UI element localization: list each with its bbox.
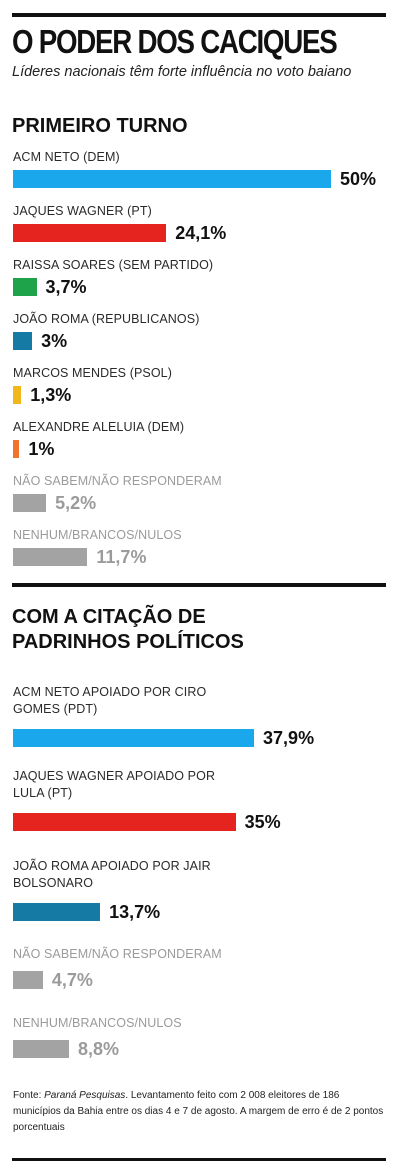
category-label: JOÃO ROMA (REPUBLICANOS): [13, 312, 200, 326]
section-divider: [12, 583, 386, 587]
value-label: 24,1%: [175, 223, 227, 243]
bar: [13, 548, 88, 566]
bar: [13, 971, 43, 989]
bar: [13, 440, 20, 458]
category-label: NENHUM/BRANCOS/NULOS: [13, 1016, 182, 1030]
infographic-title: O PODER DOS CACIQUES: [12, 23, 338, 60]
section-title-political-sponsors: COM A CITAÇÃO DE PADRINHOS POLÍTICOS: [12, 606, 244, 653]
value-label: 1,3%: [30, 385, 72, 405]
source-prefix: Fonte:: [13, 1090, 45, 1101]
infographic-subtitle: Líderes nacionais têm forte influência n…: [12, 64, 352, 80]
value-label: 1%: [28, 439, 55, 459]
category-label: ACM NETO (DEM): [13, 150, 120, 164]
bar: [13, 386, 22, 404]
category-label: RAISSA SOARES (SEM PARTIDO): [13, 258, 214, 272]
value-label: 8,8%: [77, 1039, 119, 1059]
category-label: NÃO SABEM/NÃO RESPONDERAM: [13, 947, 222, 961]
bar: [13, 813, 236, 831]
bar: [13, 170, 331, 188]
category-label: ALEXANDRE ALELUIA (DEM): [13, 420, 185, 434]
bar: [13, 494, 47, 512]
top-rule: [12, 13, 386, 17]
category-label: JAQUES WAGNER (PT): [13, 204, 152, 218]
bottom-rule: [12, 1158, 386, 1161]
value-label: 3,7%: [45, 277, 87, 297]
category-label: NÃO SABEM/NÃO RESPONDERAM: [13, 474, 222, 488]
category-label: NENHUM/BRANCOS/NULOS: [13, 528, 182, 542]
category-label: JOÃO ROMA APOIADO POR JAIR BOLSONARO: [13, 859, 211, 890]
bar: [13, 1040, 69, 1058]
source-publisher: Paraná Pesquisas: [44, 1090, 126, 1101]
section-title-first-round: PRIMEIRO TURNO: [12, 115, 188, 137]
source-note: Fonte: Paraná Pesquisas. Levantamento fe…: [13, 1088, 387, 1136]
bar: [13, 729, 255, 747]
category-label: JAQUES WAGNER APOIADO POR LULA (PT): [13, 769, 216, 800]
value-label: 4,7%: [51, 970, 93, 990]
category-label: MARCOS MENDES (PSOL): [13, 366, 172, 380]
source-text: . Levantamento feito com 2 008 eleitores…: [13, 1090, 384, 1133]
value-label: 13,7%: [109, 902, 161, 922]
value-label: 5,2%: [55, 493, 97, 513]
bar: [13, 224, 167, 242]
bar: [13, 903, 101, 921]
bar: [13, 278, 37, 296]
value-label: 35%: [244, 812, 281, 832]
value-label: 3%: [41, 331, 68, 351]
value-label: 11,7%: [96, 547, 147, 567]
bar: [13, 332, 33, 350]
category-label: ACM NETO APOIADO POR CIRO GOMES (PDT): [13, 685, 207, 716]
value-label: 50%: [340, 169, 377, 189]
value-label: 37,9%: [263, 728, 315, 748]
